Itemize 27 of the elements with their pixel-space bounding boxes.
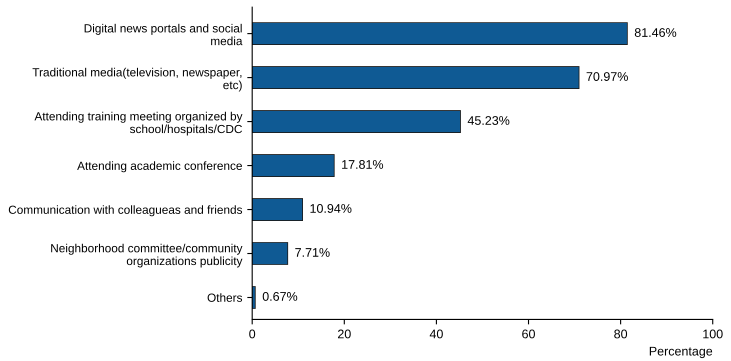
bar [252, 242, 288, 265]
x-tick-label: 0 [249, 330, 256, 338]
x-tick-label: 100 [703, 330, 723, 338]
data-label: 10.94% [310, 204, 352, 213]
data-label: 45.23% [468, 116, 510, 125]
x-tick-label: 60 [522, 330, 535, 338]
data-label: 7.71% [295, 248, 330, 257]
bar [252, 110, 461, 133]
bar [252, 22, 628, 46]
x-tick-label: 80 [614, 330, 628, 338]
y-tick-label: Attending training meeting organized by school/hospitals/CDC [34, 112, 242, 136]
data-label: 17.81% [342, 160, 384, 169]
bar [252, 154, 335, 177]
y-tick-label: Neighborhood committee/community organizations publicity [51, 244, 242, 268]
bar [252, 198, 303, 221]
x-tick-label: 20 [338, 330, 351, 338]
x-axis-title: Percentage [650, 346, 712, 358]
y-tick-label: Communication with colleagueas and friends [8, 205, 242, 216]
data-label: 81.46% [634, 28, 676, 37]
data-label: 70.97% [586, 72, 628, 81]
y-tick-label: Attending academic conference [77, 161, 242, 172]
y-tick-label: Digital news portals and social media [84, 24, 242, 46]
x-tick-label: 40 [430, 330, 443, 338]
y-tick-label: Traditional media(television, newspaper, etc) [32, 68, 242, 92]
bar [252, 66, 580, 90]
data-label: 0.67% [262, 292, 298, 301]
y-tick-label: Others [208, 293, 242, 302]
